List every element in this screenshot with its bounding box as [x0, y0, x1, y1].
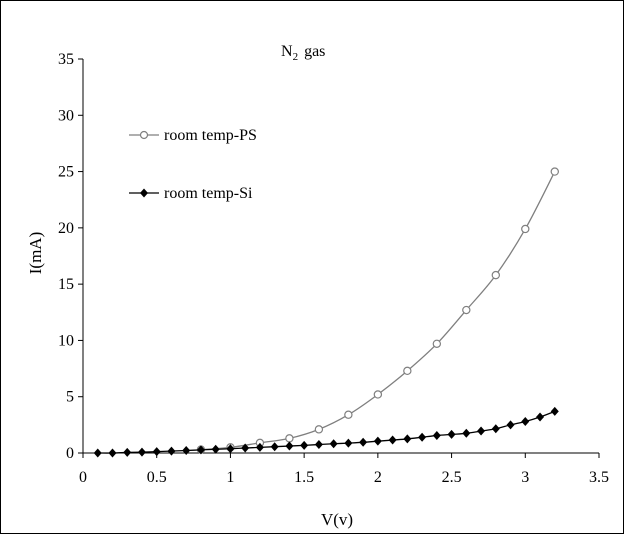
- series-1-point: [255, 442, 264, 452]
- series-1-point: [521, 416, 530, 426]
- y-tick-label: 0: [66, 445, 74, 462]
- series-1-point: [108, 448, 117, 458]
- series-0-point: [403, 366, 412, 376]
- legend-si-marker: [140, 188, 148, 198]
- series-1-line: [97, 410, 556, 454]
- series-1-point: [152, 447, 161, 457]
- title-rest: gas: [304, 43, 325, 60]
- y-tick-label: 30: [58, 107, 74, 124]
- series-1-point: [137, 447, 146, 457]
- series-0-point: [344, 410, 353, 419]
- series-1-point: [344, 438, 353, 448]
- series-1-point: [300, 440, 309, 450]
- series-0-point: [521, 224, 530, 234]
- series-1-point: [226, 444, 235, 454]
- series-1-point: [167, 446, 176, 456]
- series-1-point: [270, 442, 279, 452]
- title-subscript: 2: [293, 51, 299, 63]
- title-main: N: [281, 43, 293, 60]
- series-1-point: [329, 439, 338, 449]
- series-0-point: [373, 390, 383, 399]
- y-tick-label: 35: [58, 51, 74, 68]
- y-tick-label: 15: [58, 276, 74, 293]
- y-tick-label: 25: [58, 164, 74, 181]
- series-1-point: [536, 412, 545, 422]
- y-tick-label: 20: [58, 220, 74, 237]
- series-1-point: [182, 446, 191, 456]
- series-1-point: [373, 436, 382, 446]
- y-tick-label: 10: [58, 332, 74, 349]
- legend-ps-marker: [139, 130, 149, 140]
- series-1-point: [196, 445, 205, 455]
- x-tick-label: 2.5: [442, 469, 462, 486]
- series-1-point: [123, 447, 132, 457]
- series-1-point: [388, 435, 397, 445]
- series-1-point: [314, 440, 323, 450]
- series-1-point: [241, 443, 250, 453]
- series-0-point: [432, 339, 442, 349]
- x-axis-label: V(v): [321, 510, 353, 529]
- series-1-point: [359, 437, 368, 447]
- legend-item-ps: room temp-PS: [129, 127, 257, 144]
- series-0-point: [285, 434, 294, 443]
- series-0-point: [314, 425, 324, 434]
- series-1-point: [285, 441, 294, 451]
- x-tick-label: 1: [226, 469, 234, 486]
- legend-item-si: room temp-Si: [129, 185, 253, 202]
- series-1-point: [432, 431, 441, 441]
- series-1-point: [550, 406, 559, 416]
- legend: room temp-PS room temp-Si: [129, 127, 257, 202]
- series-1-point: [211, 444, 220, 454]
- series-0-point: [462, 305, 471, 315]
- chart-title: N2 gas: [281, 43, 325, 63]
- series-0-point: [550, 167, 559, 176]
- series-1-point: [403, 434, 412, 444]
- x-tick-label: 3: [521, 469, 529, 486]
- series-layer: [93, 167, 559, 458]
- series-1-point: [418, 432, 427, 442]
- series-1-point: [447, 429, 456, 439]
- series-0-line: [200, 171, 556, 451]
- x-tick-label: 0.5: [147, 469, 167, 486]
- series-1-point: [506, 420, 515, 430]
- x-tick-label: 1.5: [294, 469, 314, 486]
- axes: [82, 59, 599, 454]
- legend-si-label: room temp-Si: [164, 185, 253, 202]
- legend-ps-label: room temp-PS: [164, 127, 257, 144]
- x-tick-label: 3.5: [589, 469, 609, 486]
- series-1-point: [477, 426, 486, 436]
- series-1-point: [93, 448, 102, 458]
- y-axis-label: I(mA): [26, 232, 45, 274]
- x-tick-label: 0: [79, 469, 87, 486]
- ticks: 0 5 10 15 20 25 30 35 0 0.5 1 1.5 2 2.5 3 3.5: [58, 51, 609, 486]
- x-tick-label: 2: [374, 469, 382, 486]
- y-tick-label: 5: [66, 389, 74, 406]
- series-0-point: [491, 270, 500, 280]
- series-1-point: [462, 428, 471, 438]
- series-1-point: [491, 424, 500, 434]
